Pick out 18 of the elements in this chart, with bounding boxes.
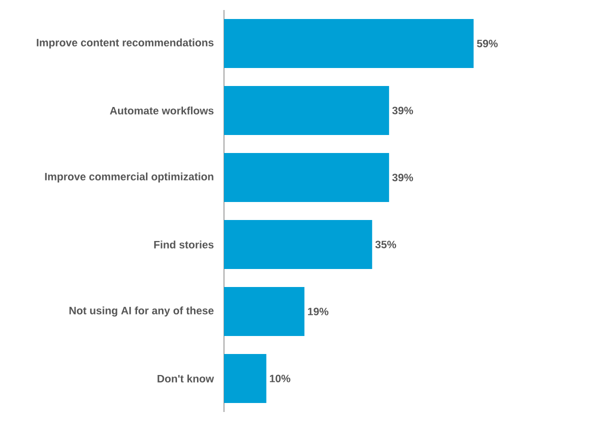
data-label: 39%: [392, 174, 414, 182]
bar: [224, 86, 390, 135]
bar: [224, 354, 266, 403]
y-tick-label: Find stories: [154, 240, 214, 248]
y-tick-label: Automate workflows: [110, 106, 214, 114]
y-tick-label: Don't know: [158, 374, 214, 382]
bar: [224, 153, 390, 202]
data-label: 10%: [270, 374, 290, 382]
y-tick-label: Improve content recommendations: [36, 38, 214, 48]
data-label: 19%: [308, 308, 328, 316]
bar: [224, 287, 304, 336]
data-label: 39%: [392, 106, 414, 114]
data-label: 35%: [375, 240, 396, 248]
bar: [224, 220, 372, 269]
bar: [224, 19, 474, 68]
y-tick-label: Improve commercial optimization: [45, 172, 214, 182]
y-tick-label: Not using AI for any of these: [69, 306, 214, 316]
data-label: 59%: [476, 40, 498, 48]
